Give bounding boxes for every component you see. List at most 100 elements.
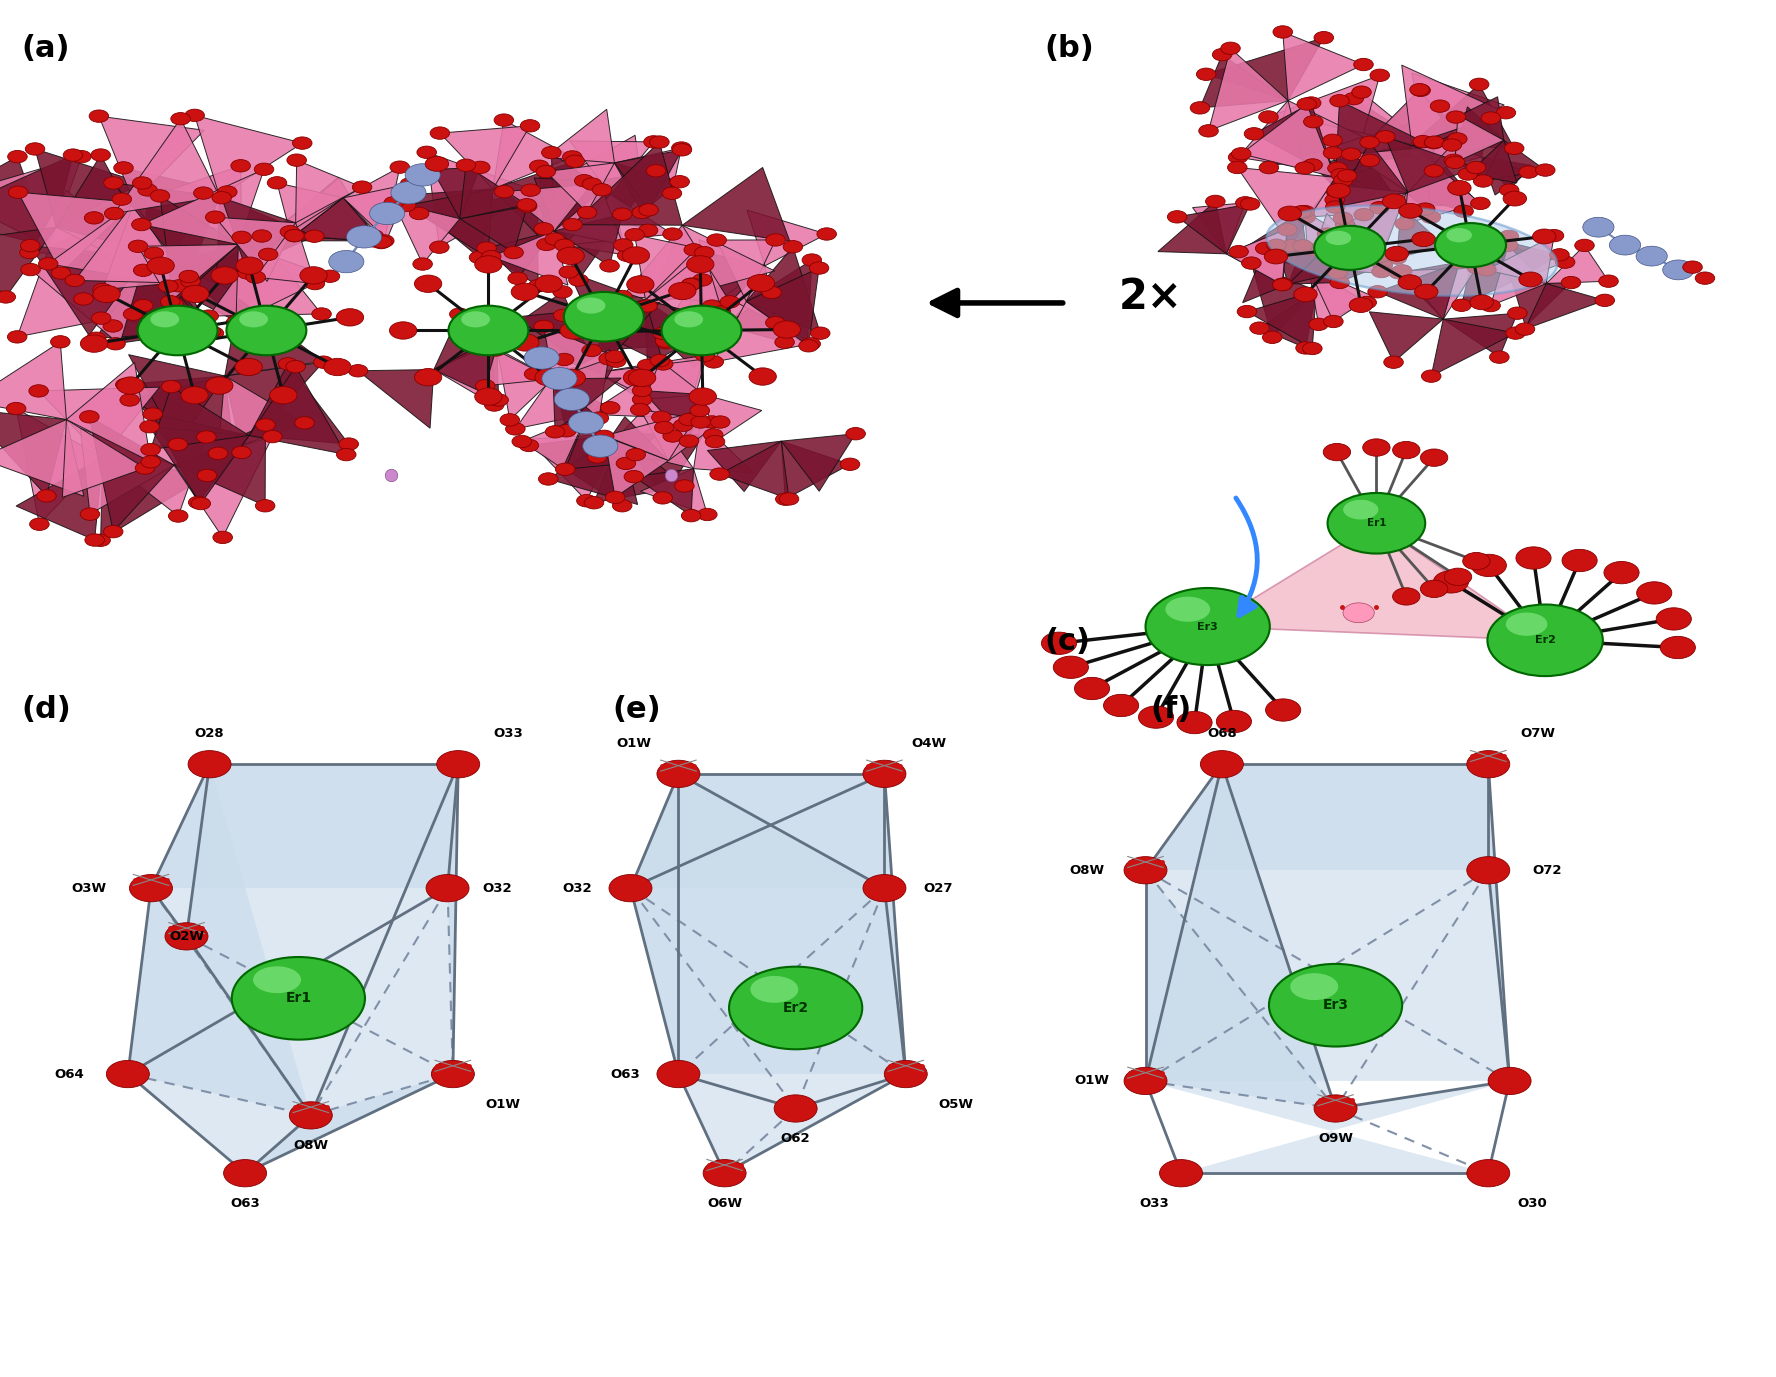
Ellipse shape (765, 317, 785, 329)
Ellipse shape (1399, 204, 1423, 218)
Ellipse shape (1582, 218, 1614, 237)
Ellipse shape (520, 185, 540, 197)
Polygon shape (343, 167, 400, 241)
Ellipse shape (705, 435, 725, 448)
Ellipse shape (1481, 112, 1501, 124)
Text: O1W: O1W (1074, 1074, 1110, 1088)
Ellipse shape (1490, 351, 1510, 364)
Text: (d): (d) (21, 695, 71, 724)
Ellipse shape (1373, 249, 1392, 262)
Polygon shape (222, 198, 295, 273)
Ellipse shape (487, 343, 506, 355)
Ellipse shape (144, 408, 163, 420)
Text: Er3: Er3 (1197, 621, 1218, 632)
Text: O3W: O3W (71, 881, 107, 895)
Polygon shape (263, 178, 373, 241)
Ellipse shape (1217, 711, 1252, 733)
Ellipse shape (600, 402, 620, 414)
Polygon shape (604, 410, 700, 460)
Ellipse shape (1256, 242, 1275, 255)
Ellipse shape (542, 368, 577, 390)
Ellipse shape (707, 234, 726, 246)
Ellipse shape (599, 353, 618, 365)
Ellipse shape (1328, 493, 1424, 554)
Ellipse shape (568, 274, 588, 286)
Polygon shape (1547, 245, 1609, 284)
Ellipse shape (1231, 147, 1250, 160)
Ellipse shape (558, 246, 584, 264)
Ellipse shape (1103, 694, 1138, 716)
Ellipse shape (545, 425, 565, 438)
Ellipse shape (474, 388, 503, 405)
Ellipse shape (140, 443, 160, 456)
Ellipse shape (410, 208, 430, 220)
Ellipse shape (1265, 249, 1288, 264)
Ellipse shape (1353, 208, 1373, 220)
Ellipse shape (7, 402, 27, 414)
Ellipse shape (517, 198, 536, 211)
Ellipse shape (1382, 194, 1407, 209)
Polygon shape (1241, 103, 1336, 178)
Ellipse shape (529, 280, 549, 292)
Ellipse shape (1325, 231, 1352, 245)
Ellipse shape (371, 237, 391, 249)
Ellipse shape (1609, 235, 1641, 255)
Polygon shape (103, 202, 190, 289)
Ellipse shape (535, 321, 554, 333)
Polygon shape (295, 198, 382, 242)
Ellipse shape (133, 264, 153, 277)
Polygon shape (487, 231, 554, 278)
Ellipse shape (1518, 273, 1542, 286)
Ellipse shape (1661, 636, 1696, 658)
Ellipse shape (655, 335, 675, 347)
Polygon shape (0, 156, 73, 246)
Ellipse shape (64, 149, 83, 161)
Ellipse shape (749, 368, 776, 386)
Polygon shape (1494, 238, 1559, 282)
Polygon shape (174, 437, 272, 537)
Polygon shape (1309, 213, 1382, 271)
Ellipse shape (535, 369, 563, 386)
Ellipse shape (716, 315, 735, 328)
Ellipse shape (643, 136, 662, 149)
Ellipse shape (1190, 102, 1209, 114)
Polygon shape (1238, 212, 1309, 269)
Polygon shape (1334, 185, 1408, 224)
Ellipse shape (364, 230, 384, 242)
Ellipse shape (517, 200, 536, 212)
Ellipse shape (1053, 655, 1089, 679)
Ellipse shape (662, 430, 682, 442)
Ellipse shape (1467, 856, 1510, 884)
Polygon shape (497, 348, 552, 420)
Polygon shape (563, 300, 662, 364)
Ellipse shape (89, 110, 108, 123)
Ellipse shape (749, 976, 797, 1002)
Ellipse shape (1376, 131, 1396, 143)
Polygon shape (83, 231, 170, 326)
Ellipse shape (1289, 974, 1339, 1000)
Polygon shape (1399, 263, 1458, 319)
Ellipse shape (616, 457, 636, 470)
Ellipse shape (780, 493, 799, 505)
Ellipse shape (414, 275, 442, 292)
Ellipse shape (226, 317, 245, 329)
Ellipse shape (204, 326, 224, 339)
Ellipse shape (1362, 439, 1391, 456)
Ellipse shape (719, 296, 739, 308)
Polygon shape (1238, 168, 1336, 246)
Text: (a): (a) (21, 34, 69, 63)
Ellipse shape (117, 377, 144, 394)
Ellipse shape (462, 311, 490, 328)
Ellipse shape (776, 493, 796, 505)
Polygon shape (718, 240, 776, 302)
Ellipse shape (545, 233, 565, 245)
Ellipse shape (1545, 230, 1565, 242)
Polygon shape (531, 190, 611, 241)
Polygon shape (719, 441, 789, 498)
Polygon shape (195, 116, 302, 197)
Ellipse shape (147, 257, 174, 274)
Ellipse shape (519, 439, 538, 452)
Ellipse shape (1467, 750, 1510, 778)
Polygon shape (597, 417, 668, 460)
Polygon shape (634, 468, 694, 515)
